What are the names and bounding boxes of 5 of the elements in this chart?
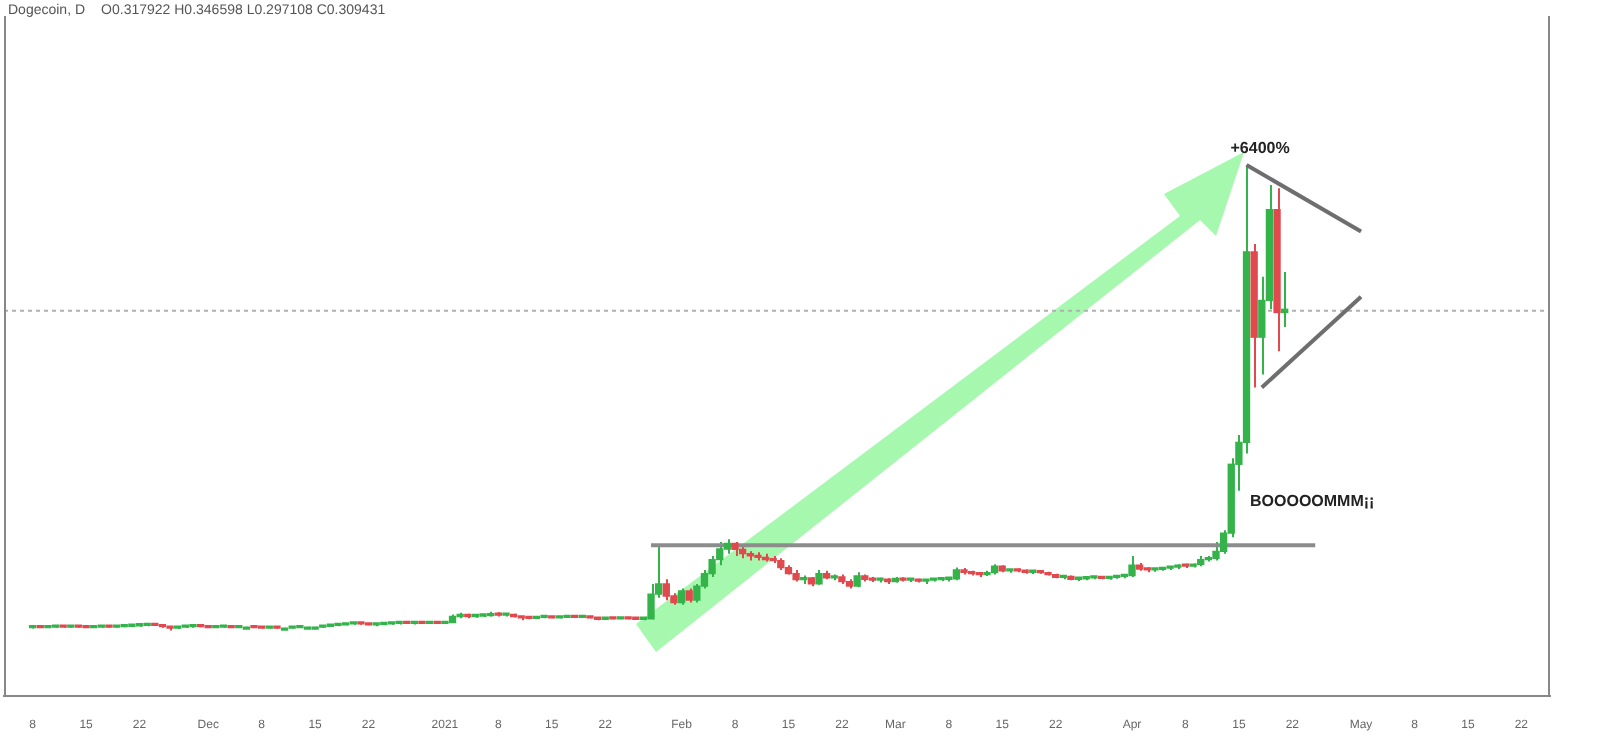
candlestick: [1212, 540, 1220, 562]
candlestick: [662, 578, 670, 602]
annotation: +6400%: [1230, 139, 1290, 158]
candlestick: [1128, 554, 1136, 578]
annotation: BOOOOOMMM¡¡: [1250, 492, 1375, 510]
